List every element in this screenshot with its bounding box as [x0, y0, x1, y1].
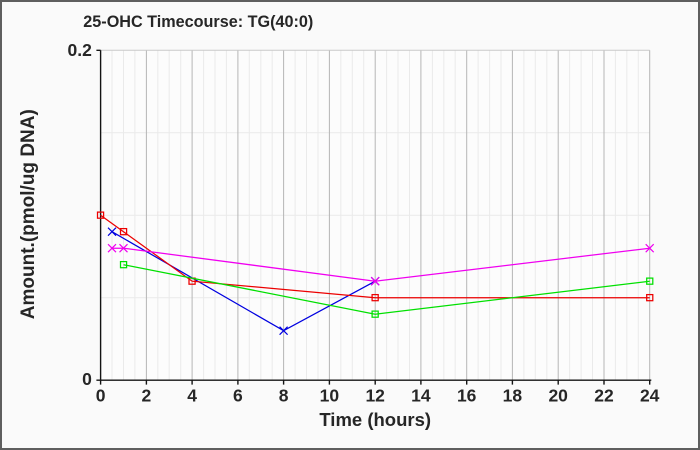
svg-text:24: 24	[640, 385, 660, 405]
svg-text:4: 4	[187, 385, 197, 405]
svg-text:Time (hours): Time (hours)	[319, 409, 431, 430]
svg-text:8: 8	[279, 385, 289, 405]
svg-text:14: 14	[411, 385, 431, 405]
svg-text:25-OHC Timecourse: TG(40:0): 25-OHC Timecourse: TG(40:0)	[83, 13, 313, 31]
svg-text:0: 0	[96, 385, 106, 405]
svg-text:2: 2	[142, 385, 152, 405]
svg-text:20: 20	[548, 385, 568, 405]
svg-text:22: 22	[594, 385, 614, 405]
svg-text:18: 18	[503, 385, 523, 405]
svg-text:12: 12	[365, 385, 385, 405]
svg-text:0.2: 0.2	[67, 40, 92, 60]
svg-text:10: 10	[320, 385, 340, 405]
svg-text:0: 0	[82, 369, 92, 389]
svg-text:6: 6	[233, 385, 243, 405]
svg-text:16: 16	[457, 385, 477, 405]
svg-text:Amount.(pmol/ug DNA): Amount.(pmol/ug DNA)	[18, 109, 39, 319]
